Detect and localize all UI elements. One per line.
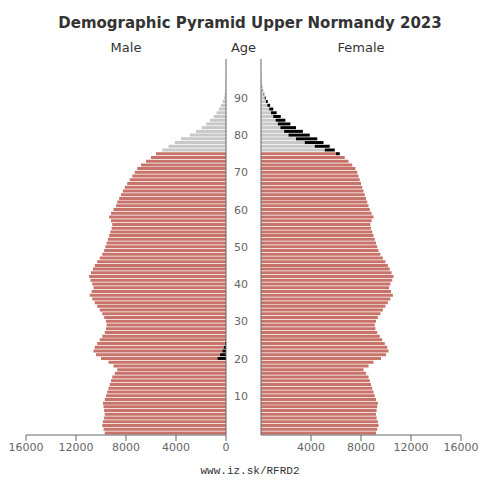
svg-text:70: 70 (234, 166, 248, 179)
html-text:Age: Age (230, 40, 257, 55)
svg-text:20: 20 (234, 353, 248, 366)
svg-text:50: 50 (234, 241, 248, 254)
svg-text:4000: 4000 (162, 441, 190, 454)
svg-text:80: 80 (234, 129, 248, 142)
svg-text:16000: 16000 (444, 441, 479, 454)
svg-text:16000: 16000 (9, 441, 44, 454)
svg-text:8000: 8000 (347, 441, 375, 454)
svg-text:12000: 12000 (59, 441, 94, 454)
svg-text:10: 10 (234, 390, 248, 403)
html-text:Demographic Pyramid Upper Norm: Demographic Pyramid Upper Normandy 2023 (58, 14, 442, 32)
svg-text:40: 40 (234, 278, 248, 291)
svg-text:60: 60 (234, 204, 248, 217)
svg-text:4000: 4000 (297, 441, 325, 454)
svg-text:8000: 8000 (112, 441, 140, 454)
svg-text:0: 0 (223, 441, 230, 454)
html-text:Female: Female (337, 40, 385, 55)
svg-text:30: 30 (234, 315, 248, 328)
svg-text:12000: 12000 (394, 441, 429, 454)
svg-text:90: 90 (234, 92, 248, 105)
html-text:www.iz.sk/RFRD2: www.iz.sk/RFRD2 (200, 465, 300, 477)
html-text:Male: Male (110, 40, 142, 55)
